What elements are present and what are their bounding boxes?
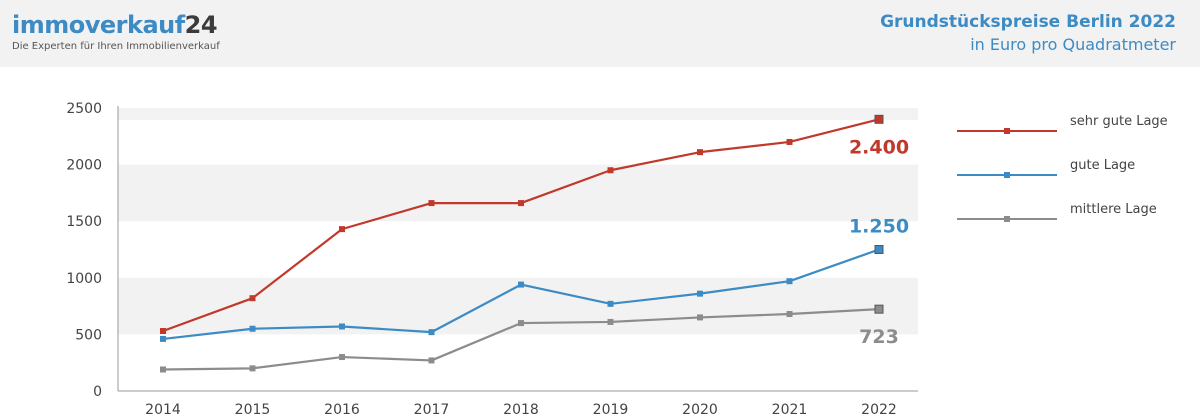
- data-point: [786, 311, 793, 318]
- x-tick-label: 2017: [414, 402, 450, 418]
- data-point: [160, 335, 166, 342]
- data-point: [160, 366, 166, 373]
- y-tick-label: 2500: [66, 101, 102, 117]
- chart-title: Grundstückspreise Berlin 2022: [880, 12, 1176, 32]
- x-tick-label: 2020: [682, 402, 718, 418]
- data-point: [786, 278, 793, 285]
- data-point: [249, 295, 256, 302]
- series-group: 2.400: [160, 114, 909, 335]
- data-point: [249, 325, 256, 332]
- y-tick-label: 1000: [66, 271, 102, 287]
- y-tick-label: 2000: [66, 158, 102, 174]
- y-tick-label: 0: [93, 384, 102, 400]
- end-value-label: 2.400: [849, 136, 909, 158]
- data-point: [874, 304, 884, 314]
- grid-band: [118, 164, 918, 222]
- data-point: [697, 149, 703, 156]
- logo-number: 24: [184, 11, 218, 39]
- legend-marker: [1004, 128, 1010, 134]
- data-point: [518, 320, 524, 327]
- data-point: [518, 281, 524, 288]
- x-tick-label: 2021: [772, 402, 808, 418]
- legend-marker: [1004, 216, 1010, 222]
- end-value-label: 723: [859, 326, 899, 348]
- legend-label: mittlere Lage: [1070, 202, 1157, 217]
- x-tick-label: 2022: [861, 402, 897, 418]
- data-point: [697, 314, 703, 321]
- x-tick-label: 2016: [324, 402, 360, 418]
- end-value-label: 1.250: [849, 216, 909, 238]
- legend-marker: [1004, 172, 1010, 178]
- y-tick-label: 500: [75, 327, 102, 343]
- data-point: [428, 329, 435, 336]
- series-group: 1.250: [160, 216, 909, 342]
- series-group: 723: [160, 304, 899, 373]
- chart-subtitle: in Euro pro Quadratmeter: [970, 35, 1176, 54]
- x-tick-label: 2018: [503, 402, 539, 418]
- x-tick-label: 2019: [593, 402, 629, 418]
- data-point: [160, 328, 166, 335]
- legend-label: sehr gute Lage: [1070, 114, 1168, 129]
- brand-tagline: Die Experten für Ihren Immobilienverkauf: [12, 41, 220, 52]
- brand-logo[interactable]: immoverkauf24: [12, 10, 218, 40]
- grid-band: [118, 108, 918, 120]
- data-point: [874, 114, 884, 124]
- data-point: [339, 354, 345, 361]
- data-point: [607, 300, 614, 307]
- data-point: [339, 323, 345, 330]
- data-point: [697, 290, 703, 297]
- grid-bands: [118, 108, 918, 335]
- logo-text: immoverkauf: [12, 11, 185, 39]
- header-bar: immoverkauf24 Die Experten für Ihren Imm…: [0, 0, 1200, 67]
- data-point: [874, 245, 884, 254]
- data-point: [607, 318, 614, 325]
- data-point: [249, 365, 256, 372]
- legend: sehr gute Lage gute Lage mittlere Lage: [957, 114, 1168, 222]
- y-tick-label: 1500: [66, 214, 102, 230]
- data-point: [428, 200, 435, 207]
- legend-label: gute Lage: [1070, 158, 1135, 173]
- data-point: [786, 138, 793, 145]
- data-point: [607, 167, 614, 174]
- x-tick-label: 2014: [145, 402, 181, 418]
- data-point: [339, 226, 345, 233]
- x-tick-label: 2015: [235, 402, 271, 418]
- data-point: [518, 200, 524, 207]
- data-point: [428, 357, 435, 364]
